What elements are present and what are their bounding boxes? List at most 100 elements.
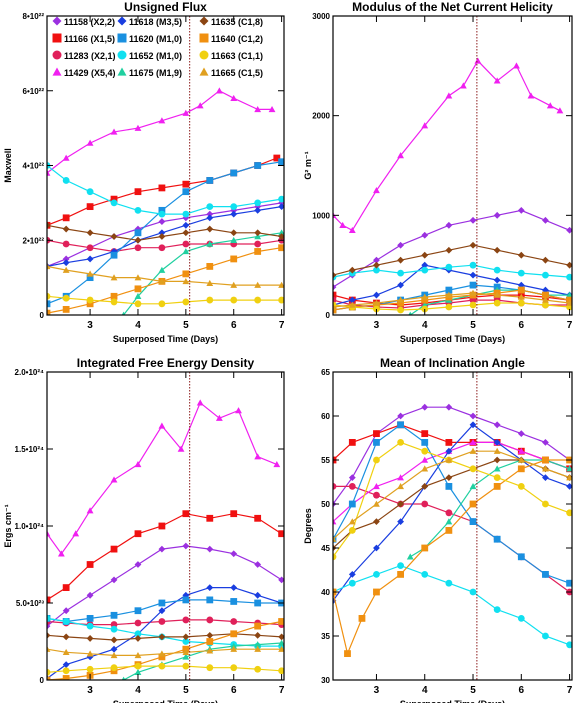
data-point <box>445 447 453 455</box>
data-point <box>517 483 525 490</box>
data-point <box>158 618 166 625</box>
data-point <box>493 291 501 298</box>
data-point <box>469 216 477 224</box>
x-tick-label: 4 <box>422 685 428 696</box>
chart-panel-3: Integrated Free Energy Density 3 4 5 6 7 0 5.0•… <box>3 356 285 703</box>
data-point <box>397 256 404 264</box>
data-point <box>397 483 404 490</box>
y-tick-label: 60 <box>321 412 330 421</box>
data-point <box>373 588 380 596</box>
data-point <box>254 296 262 304</box>
plot-frame <box>332 371 573 681</box>
data-point <box>134 662 142 670</box>
data-point <box>517 615 525 622</box>
data-point <box>134 206 142 214</box>
data-point <box>110 292 118 300</box>
x-tick-label: 6 <box>519 685 525 696</box>
data-point <box>333 483 337 490</box>
data-point <box>62 154 70 161</box>
y-tick-label: 40 <box>321 588 330 597</box>
data-point <box>158 422 166 429</box>
data-point <box>134 300 142 308</box>
data-point <box>333 303 337 310</box>
data-point <box>121 311 126 315</box>
legend-label: 11166 (X1,5) <box>64 34 115 44</box>
data-point <box>134 635 142 642</box>
data-point <box>182 616 190 624</box>
data-point <box>134 651 142 659</box>
legend-marker <box>52 16 62 26</box>
data-point <box>110 476 118 483</box>
data-point <box>542 256 549 264</box>
data-point <box>421 430 429 437</box>
data-point <box>469 261 477 269</box>
data-point <box>397 412 404 420</box>
data-point <box>278 645 284 652</box>
data-point <box>206 240 214 247</box>
data-point <box>397 474 404 481</box>
data-point <box>517 447 525 454</box>
data-point <box>206 279 214 286</box>
data-point <box>158 522 166 530</box>
data-point <box>348 474 356 481</box>
legend-marker <box>199 50 209 60</box>
x-tick-label: 7 <box>279 685 285 696</box>
data-point <box>373 430 380 437</box>
data-point <box>110 625 118 633</box>
series-line <box>333 59 561 232</box>
data-point <box>373 291 380 299</box>
data-point <box>493 456 501 464</box>
data-point <box>86 244 94 252</box>
data-point <box>254 199 262 207</box>
data-point <box>421 261 429 269</box>
x-tick-label: 4 <box>135 685 141 696</box>
data-point <box>86 139 94 146</box>
data-point <box>566 291 572 298</box>
data-point <box>445 286 453 294</box>
series-line <box>333 459 570 656</box>
data-point <box>62 259 70 267</box>
legend-label: 11635 (C1,8) <box>211 17 263 27</box>
data-point <box>110 611 118 619</box>
data-point <box>493 474 501 481</box>
data-point <box>408 311 413 315</box>
data-point <box>373 500 380 507</box>
data-point <box>72 530 80 537</box>
data-point <box>86 650 94 657</box>
data-point <box>110 251 118 259</box>
data-point <box>230 510 238 518</box>
data-point <box>278 633 284 641</box>
data-point <box>62 584 70 591</box>
data-point <box>445 303 453 311</box>
data-point <box>474 57 482 64</box>
x-tick-label: 6 <box>231 320 237 331</box>
data-point <box>158 244 166 252</box>
data-point <box>254 240 262 248</box>
data-point <box>230 229 238 237</box>
data-point <box>469 439 477 446</box>
x-tick-label: 4 <box>422 320 428 331</box>
data-point <box>86 255 94 263</box>
data-point <box>235 407 242 414</box>
data-point <box>445 509 453 517</box>
x-tick-label: 3 <box>87 685 93 696</box>
data-point <box>493 299 501 307</box>
y-tick-label: 50 <box>321 500 330 509</box>
series-line <box>333 564 570 646</box>
data-point <box>373 299 380 306</box>
legend-marker <box>52 67 62 76</box>
data-point <box>278 530 284 538</box>
data-point <box>445 483 453 490</box>
data-point <box>134 292 142 300</box>
legend-marker <box>52 33 62 43</box>
data-point <box>397 571 404 578</box>
y-tick-label: 55 <box>321 456 330 465</box>
data-point <box>158 218 166 225</box>
x-tick-label: 5 <box>470 320 476 331</box>
y-tick-label: 35 <box>321 632 330 641</box>
legend-label: 11675 (M1,9) <box>129 68 182 78</box>
data-point <box>445 579 453 587</box>
data-point <box>134 229 142 237</box>
data-point <box>397 439 404 446</box>
data-point <box>47 292 51 300</box>
